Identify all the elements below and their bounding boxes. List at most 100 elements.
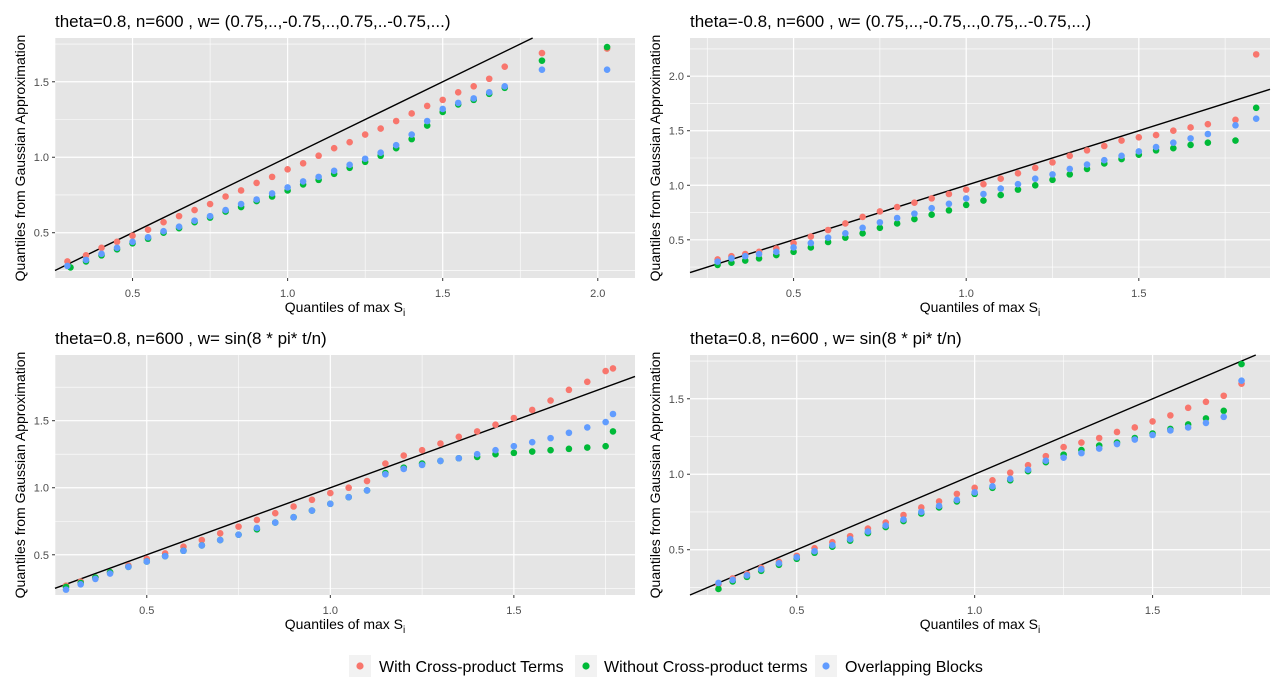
panel-2-point-overlapping-blocks bbox=[1204, 130, 1212, 138]
panel-4-point-overlapping-blocks bbox=[1167, 427, 1174, 434]
panel-2-x-tick-label: 1.5 bbox=[1131, 288, 1146, 300]
panel-4-y-axis-title: Quantiles from Gaussian Approximation bbox=[647, 352, 663, 599]
legend-key-with-cross-product bbox=[356, 662, 364, 670]
panel-2-point-with-cross-product bbox=[997, 175, 1005, 183]
panel-1-point-with-cross-product bbox=[346, 138, 353, 146]
panel-3-point-overlapping-blocks bbox=[92, 575, 99, 583]
panel-2-point-with-cross-product bbox=[1135, 133, 1143, 141]
panel-2-point-overlapping-blocks bbox=[928, 204, 935, 212]
panel-2-point-with-cross-product bbox=[1204, 120, 1212, 128]
panel-1: theta=0.8, n=600 , w= (0.75,..,-0.75,..,… bbox=[12, 12, 635, 319]
panel-4-point-overlapping-blocks bbox=[1042, 457, 1050, 464]
panel-3-point-with-cross-product bbox=[400, 452, 408, 459]
panel-1-point-overlapping-blocks bbox=[423, 117, 431, 125]
panel-3-point-with-cross-product bbox=[253, 516, 261, 524]
panel-3-point-with-cross-product bbox=[327, 489, 334, 497]
panel-1-point-with-cross-product bbox=[191, 206, 198, 214]
panel-4-point-with-cross-product bbox=[935, 498, 943, 505]
panel-4-point-overlapping-blocks bbox=[1113, 440, 1121, 448]
panel-2-x-axis-title-subscript: i bbox=[1038, 308, 1040, 319]
panel-2-point-overlapping-blocks bbox=[741, 252, 749, 260]
panel-2-point-overlapping-blocks bbox=[1135, 148, 1143, 155]
panel-3-point-overlapping-blocks bbox=[602, 418, 609, 426]
panel-1-gridlines bbox=[54, 38, 635, 278]
panel-3-point-overlapping-blocks bbox=[235, 531, 242, 538]
panel-2-point-without-cross-product bbox=[911, 215, 918, 223]
panel-3-point-without-cross-product bbox=[602, 442, 609, 450]
panel-2-point-overlapping-blocks bbox=[1232, 121, 1239, 129]
panel-1-point-overlapping-blocks bbox=[361, 155, 369, 163]
panel-4-point-overlapping-blocks bbox=[917, 508, 925, 516]
panel-3-point-overlapping-blocks bbox=[565, 429, 573, 437]
panel-4-point-with-cross-product bbox=[1131, 424, 1139, 431]
panel-1-x-axis-title: Quantiles of max Si bbox=[285, 299, 406, 319]
panel-4-point-with-cross-product bbox=[1095, 434, 1103, 442]
panel-4-y-tick-label: 1.5 bbox=[669, 394, 684, 406]
panel-3-point-with-cross-product bbox=[290, 503, 297, 510]
panel-4-point-with-cross-product bbox=[1167, 412, 1174, 419]
panel-4-point-overlapping-blocks bbox=[1095, 445, 1103, 452]
panel-2-point-overlapping-blocks bbox=[1083, 161, 1091, 168]
panel-4-point-overlapping-blocks bbox=[743, 572, 751, 579]
panel-1-point-overlapping-blocks bbox=[284, 184, 291, 191]
panel-4-x-axis-title: Quantiles of max Si bbox=[920, 616, 1041, 636]
legend: With Cross-product Terms Without Cross-p… bbox=[349, 655, 983, 677]
panel-2-point-with-cross-product bbox=[807, 233, 815, 240]
panel-3-point-overlapping-blocks bbox=[345, 493, 352, 501]
panel-2-point-with-cross-product bbox=[876, 208, 884, 215]
panel-4-point-with-cross-product bbox=[1220, 392, 1228, 400]
panel-2-point-without-cross-product bbox=[997, 191, 1005, 199]
panel-3-point-with-cross-product bbox=[198, 536, 206, 544]
panel-1-point-overlapping-blocks bbox=[82, 256, 90, 264]
panel-2-point-overlapping-blocks bbox=[755, 250, 763, 258]
panel-3-point-with-cross-product bbox=[473, 428, 481, 435]
panel-2-point-overlapping-blocks bbox=[1100, 156, 1108, 164]
panel-3-point-overlapping-blocks bbox=[400, 465, 408, 473]
panel-4-reference-line bbox=[689, 354, 1257, 596]
panel-2-point-with-cross-product bbox=[859, 213, 866, 221]
panel-2-point-overlapping-blocks bbox=[842, 229, 849, 237]
panel-3-point-overlapping-blocks bbox=[492, 446, 499, 454]
panel-3: theta=0.8, n=600 , w= sin(8 * pi* t/n) 0… bbox=[12, 329, 636, 636]
panel-3-point-with-cross-product bbox=[382, 460, 389, 467]
panel-2-point-overlapping-blocks bbox=[1049, 171, 1056, 178]
panel-1-point-overlapping-blocks bbox=[206, 212, 214, 220]
panel-3-point-overlapping-blocks bbox=[473, 450, 481, 458]
panel-3-point-with-cross-product bbox=[308, 496, 316, 504]
panel-1-point-overlapping-blocks bbox=[160, 227, 167, 235]
panel-4-point-with-cross-product bbox=[1113, 428, 1121, 436]
panel-3-x-tick-label: 1.5 bbox=[506, 605, 521, 617]
panel-3-x-axis-title-subscript: i bbox=[403, 625, 405, 636]
panel-2-point-with-cross-product bbox=[893, 203, 901, 211]
panel-1-point-overlapping-blocks bbox=[222, 206, 229, 214]
panel-2-point-overlapping-blocks bbox=[714, 258, 721, 265]
panel-4-y-tick-label: 1.0 bbox=[669, 469, 684, 481]
panel-1-point-overlapping-blocks bbox=[144, 233, 152, 241]
panel-2-point-overlapping-blocks bbox=[1170, 139, 1177, 147]
panel-2-point-without-cross-product bbox=[876, 224, 884, 232]
panel-2-point-without-cross-product bbox=[945, 207, 953, 214]
panel-3-point-with-cross-product bbox=[510, 414, 518, 422]
panel-4-point-overlapping-blocks bbox=[953, 496, 961, 504]
panel-4-point-overlapping-blocks bbox=[829, 541, 836, 549]
panel-4-point-overlapping-blocks bbox=[1184, 424, 1192, 431]
panel-2-point-without-cross-product bbox=[1204, 139, 1212, 147]
panel-3-point-with-cross-product bbox=[565, 386, 573, 394]
panel-3-point-with-cross-product bbox=[345, 484, 352, 492]
panel-1-point-with-cross-product bbox=[222, 193, 229, 200]
panel-4-point-overlapping-blocks bbox=[935, 502, 943, 510]
panel-3-y-tick-label: 1.0 bbox=[34, 483, 49, 495]
panel-2-point-overlapping-blocks bbox=[1014, 180, 1022, 188]
panel-2-point-overlapping-blocks bbox=[997, 185, 1005, 192]
panel-1-x-tick-label: 1.0 bbox=[280, 288, 295, 300]
panel-2-point-with-cross-product bbox=[1232, 116, 1239, 124]
panel-4-point-overlapping-blocks bbox=[775, 560, 783, 567]
panel-2-y-tick-label: 2.0 bbox=[669, 71, 684, 83]
panel-4-point-with-cross-product bbox=[1042, 452, 1050, 460]
panel-2-point-with-cross-product bbox=[980, 180, 987, 188]
legend-label-with-cross-product: With Cross-product Terms bbox=[379, 659, 564, 676]
panel-2-point-overlapping-blocks bbox=[962, 195, 970, 202]
panel-1-x-axis-title-main: Quantiles of max S bbox=[285, 299, 403, 315]
panel-4-point-with-cross-product bbox=[1149, 418, 1156, 425]
